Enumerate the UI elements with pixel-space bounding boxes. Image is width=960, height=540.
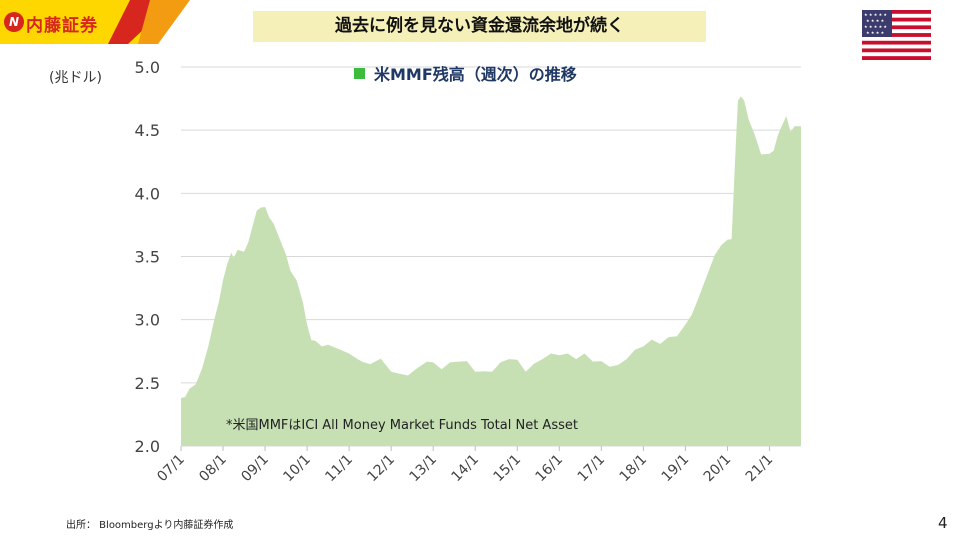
svg-text:★ ★ ★ ★ ★: ★ ★ ★ ★ ★ — [864, 12, 887, 17]
x-tick-label: 08/1 — [196, 452, 230, 486]
y-tick-label: 4.0 — [135, 184, 160, 203]
x-tick-label: 13/1 — [406, 452, 440, 486]
x-tick-label: 12/1 — [364, 452, 398, 486]
y-tick-label: 3.0 — [135, 311, 160, 330]
svg-text:★ ★ ★ ★: ★ ★ ★ ★ — [866, 18, 885, 23]
legend-label: 米MMF残高（週次）の推移 — [374, 65, 577, 84]
x-tick-label: 11/1 — [322, 452, 356, 486]
y-tick-label: 2.0 — [135, 437, 160, 456]
us-flag-icon: ★ ★ ★ ★ ★ ★ ★ ★ ★ ★ ★ ★ ★ ★ ★ ★ ★ ★ — [862, 10, 931, 60]
y-tick-label: 5.0 — [135, 58, 160, 77]
y-tick-label: 4.5 — [135, 121, 160, 140]
svg-text:★ ★ ★ ★ ★: ★ ★ ★ ★ ★ — [864, 24, 887, 29]
brand-logo: N 内藤証券 — [0, 0, 190, 44]
x-tick-label: 14/1 — [449, 452, 483, 486]
x-tick-label: 17/1 — [575, 452, 609, 486]
x-tick-label: 21/1 — [743, 452, 777, 486]
y-tick-label: 3.5 — [135, 248, 160, 267]
x-tick-label: 09/1 — [238, 452, 272, 486]
x-tick-label: 20/1 — [701, 452, 735, 486]
mmf-balance-area — [181, 96, 801, 447]
logo-stripe-graphic — [0, 0, 190, 44]
x-tick-label: 07/1 — [154, 452, 188, 486]
chart-annotation: *米国MMFはICI All Money Market Funds Total … — [226, 418, 578, 433]
page-number: 4 — [938, 514, 948, 532]
x-tick-label: 10/1 — [280, 452, 314, 486]
x-tick-label: 16/1 — [533, 452, 567, 486]
x-tick-label: 19/1 — [659, 452, 693, 486]
legend-marker — [354, 68, 365, 79]
source-note: 出所： Bloombergより内藤証券作成 — [66, 520, 234, 531]
y-axis-unit-label: (兆ドル) — [49, 70, 102, 86]
x-tick-label: 15/1 — [491, 452, 525, 486]
x-tick-label: 18/1 — [617, 452, 651, 486]
y-tick-label: 2.5 — [135, 374, 160, 393]
logo-n-icon: N — [4, 12, 24, 32]
page-title: 過去に例を見ない資金還流余地が続く — [253, 11, 706, 42]
logo-text: 内藤証券 — [26, 16, 98, 36]
svg-text:★ ★ ★ ★: ★ ★ ★ ★ — [866, 30, 885, 35]
